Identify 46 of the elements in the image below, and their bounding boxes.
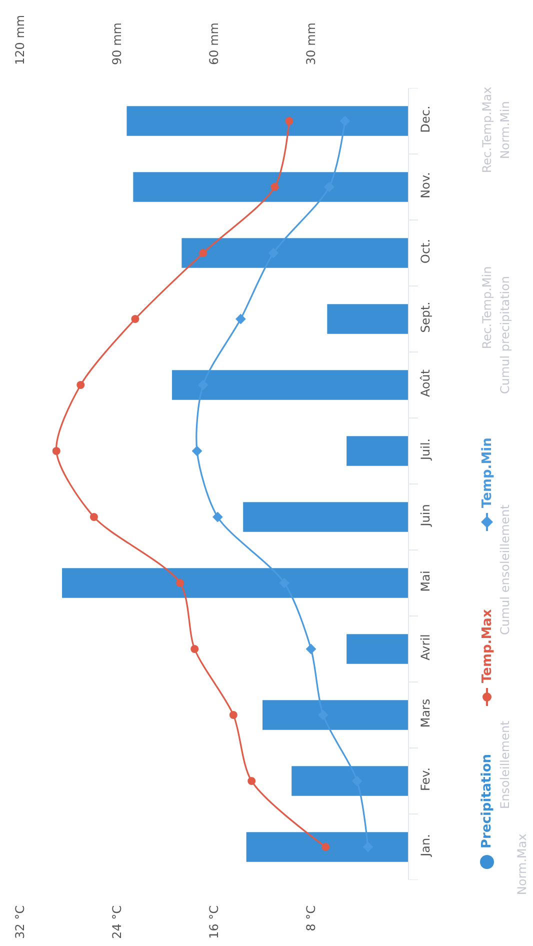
x2-tick-label: 60 mm xyxy=(206,22,221,65)
point xyxy=(199,249,208,257)
text: Temp.Min xyxy=(480,438,495,508)
point xyxy=(229,711,238,719)
point xyxy=(131,315,140,323)
point xyxy=(306,644,316,654)
x-tick-label: 32 °C xyxy=(12,905,27,939)
point xyxy=(322,843,330,851)
text: Ensoleillement xyxy=(498,720,512,809)
point xyxy=(248,777,256,785)
y-tick-label: Mars xyxy=(418,698,432,728)
y-tick-label: Sept. xyxy=(418,302,432,333)
text: Norm.Max xyxy=(515,834,529,895)
text: Precipitation xyxy=(480,754,494,848)
y-tick-label: Avril xyxy=(418,634,432,660)
point xyxy=(176,579,184,587)
y-tick-label: Oct. xyxy=(418,238,432,264)
y-tick-label: Dec. xyxy=(418,106,432,133)
x-tick-label: 16 °C xyxy=(206,905,221,939)
text: Cumul precipitation xyxy=(498,276,512,394)
point xyxy=(90,513,98,521)
point xyxy=(192,446,202,456)
x-tick-label: 8 °C xyxy=(304,905,318,932)
text: Temp.Max xyxy=(480,608,495,683)
x2-tick-label: 120 mm xyxy=(12,14,27,65)
point xyxy=(76,381,85,389)
x2-tick-label: 90 mm xyxy=(110,22,124,65)
point xyxy=(235,314,246,324)
y-tick-label: Juil. xyxy=(418,438,432,462)
text: Norm.Min xyxy=(498,101,512,159)
text: Rec.Temp.Min xyxy=(480,266,494,349)
point xyxy=(190,645,199,653)
y-tick-label: Mai xyxy=(418,570,432,592)
y-tick-label: Juin xyxy=(418,504,432,528)
text: Rec.Temp.Max xyxy=(480,86,494,173)
x2-tick-label: 30 mm xyxy=(304,22,318,65)
y-tick-label: Jan. xyxy=(418,834,432,858)
point xyxy=(285,117,294,125)
point xyxy=(52,447,60,455)
y-tick-label: Août xyxy=(418,369,432,398)
point xyxy=(270,183,279,191)
y-tick-label: Nov. xyxy=(418,172,432,198)
text: Cumul ensoleillement xyxy=(498,504,512,635)
y-tick-label: Fev. xyxy=(418,767,432,792)
point xyxy=(212,512,223,522)
x-tick-label: 24 °C xyxy=(110,905,124,939)
